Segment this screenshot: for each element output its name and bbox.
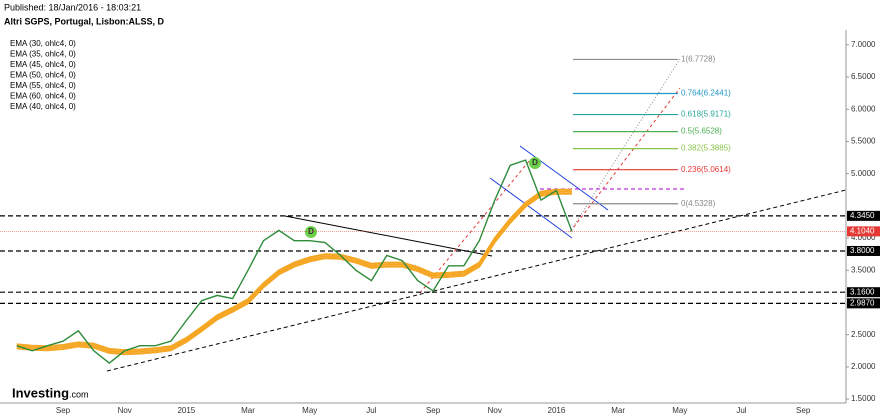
trendline — [284, 215, 493, 257]
y-tick-label: 2.5000 — [851, 330, 876, 339]
x-tick-label: Sep — [426, 406, 441, 415]
x-tick-label: Nov — [118, 406, 132, 415]
y-tick-label: 5.5000 — [851, 137, 876, 146]
channel — [489, 177, 573, 239]
legend-entry: EMA (40, ohlc4, 0) — [10, 102, 76, 111]
fib-label: 0.618(5.9171) — [681, 110, 731, 119]
y-tick-label: 6.5000 — [851, 72, 876, 81]
level-label: 3.1600 — [850, 287, 875, 296]
level-box — [847, 210, 880, 221]
x-tick-label: May — [302, 406, 317, 415]
fib-label: 0.382(5.3885) — [681, 144, 731, 153]
legend-entry: EMA (60, ohlc4, 0) — [10, 92, 76, 101]
y-tick-label: 6.0000 — [851, 104, 876, 113]
legend-entry: EMA (45, ohlc4, 0) — [10, 60, 76, 69]
level-label: 3.8000 — [850, 246, 875, 255]
level-box — [847, 287, 880, 298]
x-tick-label: Mar — [611, 406, 625, 415]
level-label: 4.1040 — [850, 226, 875, 235]
level-box — [847, 298, 880, 309]
legend-entry: EMA (55, ohlc4, 0) — [10, 81, 76, 90]
legend-entry: EMA (30, ohlc4, 0) — [10, 39, 76, 48]
level-label: 2.9870 — [850, 298, 875, 307]
trendlines: D D — [106, 58, 847, 372]
fib-label: 0.764(6.2441) — [681, 89, 731, 98]
y-tick-label: 1.5000 — [851, 394, 876, 403]
ema-band — [16, 188, 572, 352]
legend-entry: EMA (35, ohlc4, 0) — [10, 50, 76, 59]
x-tick-label: Mar — [241, 406, 255, 415]
marker-text: D — [308, 227, 314, 236]
level-label: 4.3450 — [850, 211, 875, 220]
marker — [305, 226, 317, 238]
fib-label: 1(6.7728) — [681, 55, 716, 64]
level-box — [847, 226, 880, 237]
x-tick-label: Nov — [488, 406, 502, 415]
y-tick-label: 7.0000 — [851, 40, 876, 49]
trendline — [569, 87, 681, 233]
channel — [519, 145, 609, 211]
legend-entry: EMA (50, ohlc4, 0) — [10, 71, 76, 80]
chart-title: Altri SGPS, Portugal, Lisbon:ALSS, D — [4, 16, 165, 26]
y-tick-label: 3.5000 — [851, 265, 876, 274]
x-tick-label: Sep — [56, 406, 71, 415]
trendline — [106, 189, 847, 372]
x-tick-label: Sep — [796, 406, 811, 415]
ema-band — [16, 190, 572, 354]
fib-label: 0.236(5.0614) — [681, 165, 731, 174]
logo: Investing — [12, 385, 69, 400]
marker-text: D — [532, 158, 538, 167]
marker — [529, 157, 541, 169]
trendline — [569, 58, 681, 233]
ema-band — [16, 192, 572, 356]
trendline — [419, 159, 531, 294]
x-tick-label: 2016 — [548, 406, 566, 415]
x-tick-label: May — [672, 406, 687, 415]
fib-label: 0(4.5328) — [681, 199, 716, 208]
published: Published: 18/Jan/2016 - 18:03:21 — [4, 2, 141, 12]
price-line — [16, 159, 573, 364]
y-tick-label: 2.0000 — [851, 362, 876, 371]
y-tick-label: 5.0000 — [851, 169, 876, 178]
level-box — [847, 245, 880, 256]
y-tick-label: 4.0000 — [851, 233, 876, 242]
x-tick-label: 2015 — [177, 406, 195, 415]
logo-suffix: .com — [69, 389, 89, 399]
fib-label: 0.5(5.6528) — [681, 127, 722, 136]
x-tick-label: Jul — [366, 406, 376, 415]
x-tick-label: Jul — [736, 406, 746, 415]
